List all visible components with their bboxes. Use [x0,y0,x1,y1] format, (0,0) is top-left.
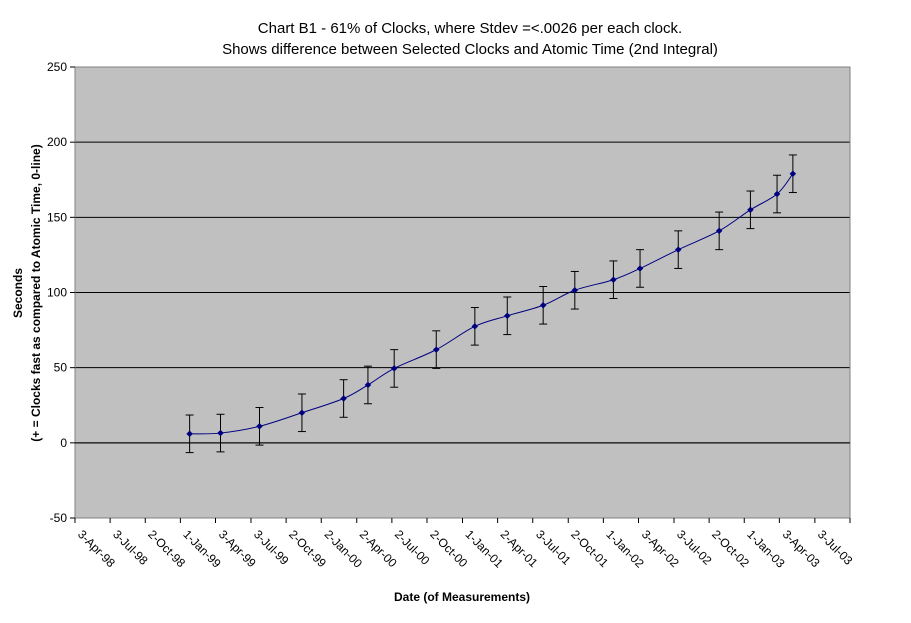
x-tick-label: 3-Jul-01 [533,527,574,568]
x-tick-label: 3-Apr-03 [780,527,823,570]
y-axis-label-line-1: Seconds [11,268,25,318]
data-point [636,265,644,272]
data-point [610,276,617,284]
gridlines [75,141,850,444]
x-tick-label: 2-Oct-98 [145,527,188,570]
data-point [340,395,347,402]
chart-title-line-1: Chart B1 - 61% of Clocks, where Stdev =<… [258,20,682,37]
x-tick-label: 3-Apr-98 [75,527,118,570]
data-point [390,365,398,372]
data-point [715,227,723,235]
y-tick-label: 50 [54,361,68,375]
x-tick-label: 1-Jan-03 [744,527,788,571]
y-tick-label: 0 [60,436,67,450]
data-point [674,246,682,254]
series-1 [185,154,797,454]
y-tick-label: 200 [47,135,67,149]
y-tick-label: -50 [50,511,68,525]
x-axis-label: Date (of Measurements) [394,590,530,604]
data-point [747,206,754,214]
y-axis-label-line-2: (+ = Clocks fast as compared to Atomic T… [29,144,43,441]
x-tick-label: 2-Apr-01 [498,527,541,570]
data-point [432,346,440,353]
data-point [298,409,306,417]
x-tick-label: 2-Oct-00 [427,527,470,570]
data-point [364,381,372,389]
data-point [217,429,224,437]
x-tick-label: 3-Apr-99 [216,527,259,570]
data-point [471,322,479,330]
y-axis: 250 200 150 100 50 0 -50 [47,60,75,525]
y-tick-label: 150 [47,210,67,224]
x-tick-label: 1-Jan-99 [180,527,224,571]
data-point [773,190,781,198]
x-tick-label: 1-Jan-02 [603,527,647,571]
chart-title-line-2: Shows difference between Selected Clocks… [222,41,718,58]
data-point [571,286,579,294]
x-tick-label: 3-Apr-02 [639,527,682,570]
data-point [256,422,263,430]
x-tick-label: 2-Oct-99 [286,527,329,570]
data-point [503,312,511,320]
x-tick-label: 2-Oct-01 [568,527,611,570]
data-point [539,301,547,309]
y-tick-label: 250 [47,60,67,74]
data-point [789,170,797,178]
x-tick-label: 2-Apr-00 [357,527,400,570]
data-point [186,430,193,438]
y-tick-label: 100 [47,286,67,300]
x-tick-label: 2-Oct-02 [709,527,752,570]
